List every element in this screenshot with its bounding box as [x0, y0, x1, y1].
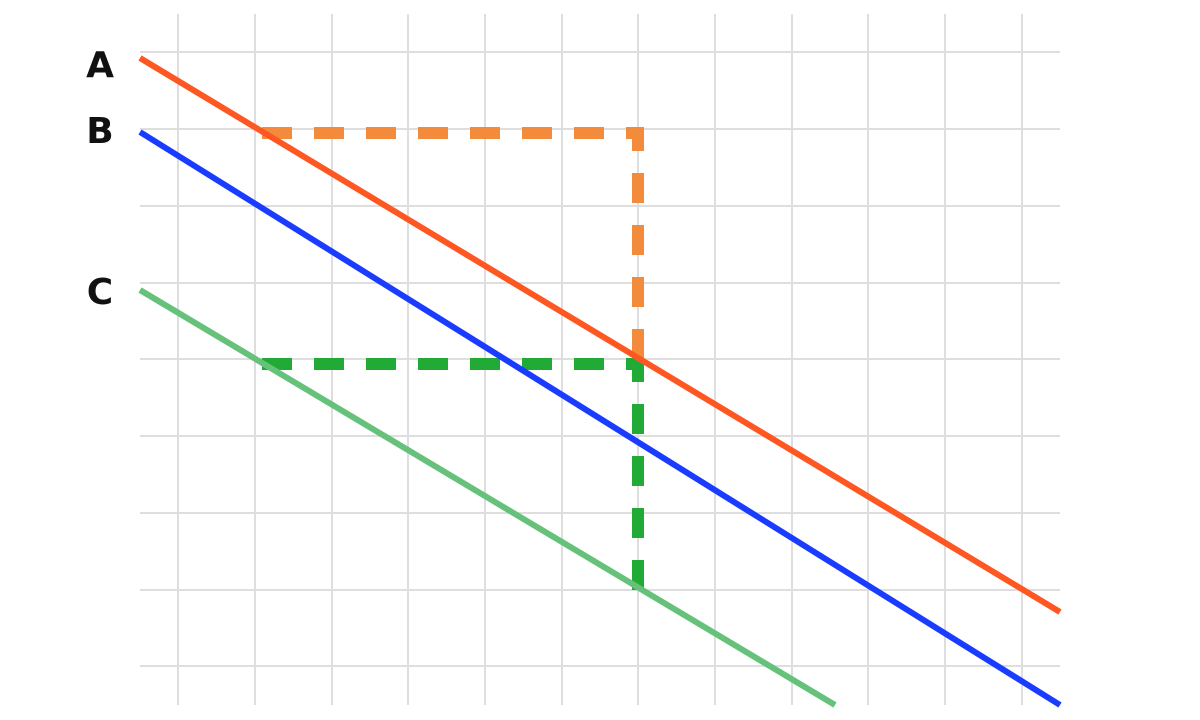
- orange-dashed-guide: [262, 127, 644, 358]
- label-b: B: [86, 111, 113, 152]
- label-a: A: [86, 45, 114, 86]
- label-c: C: [87, 272, 113, 313]
- green-dashed-guide: [262, 358, 644, 590]
- line-c: [138, 287, 837, 708]
- line-a: [138, 55, 1062, 615]
- line-b: [138, 129, 1062, 708]
